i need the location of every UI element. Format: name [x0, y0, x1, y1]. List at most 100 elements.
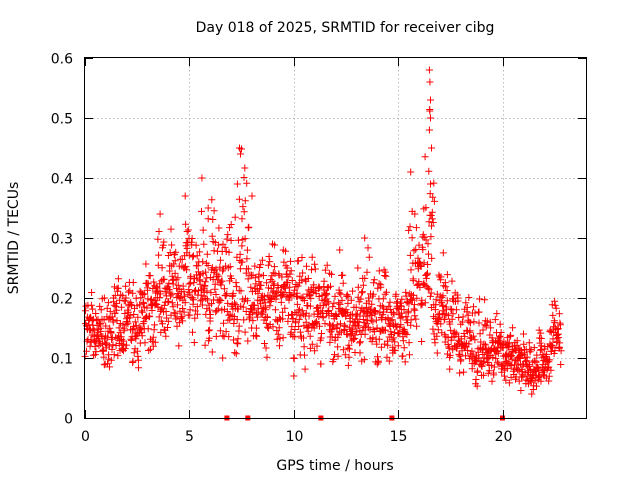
data-point: [144, 325, 152, 333]
data-point: [319, 314, 327, 322]
data-point: [427, 289, 435, 297]
data-point: [363, 268, 371, 276]
data-point: [117, 303, 125, 311]
data-point: [183, 228, 191, 235]
data-point: [189, 328, 196, 336]
data-point: [429, 219, 437, 226]
data-point: [425, 126, 433, 134]
data-point: [87, 301, 95, 309]
data-point: [368, 300, 376, 308]
data-point: [394, 342, 402, 350]
data-point: [151, 321, 159, 329]
data-point: [537, 335, 545, 342]
data-point: [354, 318, 362, 326]
data-point: [425, 218, 433, 226]
data-point: [508, 355, 516, 363]
data-point: [113, 306, 121, 314]
data-point: [470, 318, 478, 326]
data-point: [141, 290, 149, 298]
data-point: [149, 342, 157, 350]
data-point: [114, 275, 122, 283]
data-point: [432, 296, 440, 304]
data-point: [359, 281, 367, 289]
data-point: [532, 358, 540, 366]
data-point: [385, 357, 393, 365]
data-point: [181, 192, 189, 200]
data-point: [487, 324, 495, 332]
data-point: [480, 340, 488, 348]
data-point: [263, 314, 271, 321]
data-point: [537, 329, 545, 337]
data-point: [231, 349, 239, 357]
data-point: [100, 294, 108, 302]
data-point: [392, 290, 400, 298]
data-point: [279, 246, 287, 254]
data-point: [162, 308, 170, 315]
data-point: [199, 258, 207, 266]
data-point: [356, 312, 364, 320]
data-point: [493, 310, 501, 318]
data-point: [372, 307, 379, 315]
data-point: [106, 363, 113, 371]
data-point: [217, 297, 225, 304]
data-point: [181, 292, 189, 300]
data-point: [434, 326, 442, 334]
data-point: [204, 296, 211, 304]
data-point: [284, 279, 292, 287]
data-point: [343, 292, 351, 300]
data-point: [345, 353, 353, 361]
data-point: [265, 324, 273, 332]
data-point: [356, 339, 364, 347]
data-point: [150, 278, 158, 286]
data-point: [551, 347, 559, 355]
y-tick-label: 0.5: [51, 112, 73, 128]
data-point: [165, 279, 173, 287]
data-point: [134, 313, 142, 321]
data-point: [219, 332, 227, 340]
data-point: [407, 168, 415, 176]
data-point: [405, 300, 413, 308]
data-point: [215, 241, 223, 249]
data-point: [347, 311, 355, 319]
data-point: [554, 330, 562, 338]
data-point: [244, 265, 252, 273]
data-point: [240, 174, 248, 181]
data-point: [475, 308, 483, 316]
data-point: [109, 341, 117, 349]
data-point: [399, 352, 407, 360]
data-point: [418, 338, 426, 345]
data-point: [89, 305, 97, 313]
data-point: [286, 291, 294, 299]
data-point: [276, 342, 283, 350]
data-point: [254, 290, 262, 298]
data-point: [156, 210, 164, 218]
data-point: [219, 354, 227, 362]
data-point: [412, 224, 420, 232]
data-point: [490, 363, 498, 371]
data-point: [413, 294, 421, 302]
data-point: [115, 324, 123, 332]
data-point: [137, 289, 145, 297]
data-point: [201, 278, 209, 286]
data-point: [198, 207, 205, 215]
data-point: [375, 267, 383, 275]
data-point: [362, 312, 370, 320]
data-point: [379, 295, 387, 303]
data-point: [367, 308, 375, 316]
data-point: [212, 332, 220, 340]
data-point: [232, 301, 240, 309]
data-point: [403, 331, 411, 338]
data-point: [449, 346, 457, 354]
data-point: [349, 287, 357, 295]
data-point: [191, 314, 199, 322]
data-point: [374, 353, 381, 361]
data-point: [204, 262, 212, 269]
data-point: [193, 252, 201, 260]
data-point: [384, 341, 392, 349]
data-point: [364, 244, 372, 252]
data-point: [426, 107, 434, 115]
data-point: [440, 282, 448, 290]
data-point: [111, 309, 119, 317]
data-point: [204, 215, 212, 223]
data-point: [381, 272, 389, 279]
